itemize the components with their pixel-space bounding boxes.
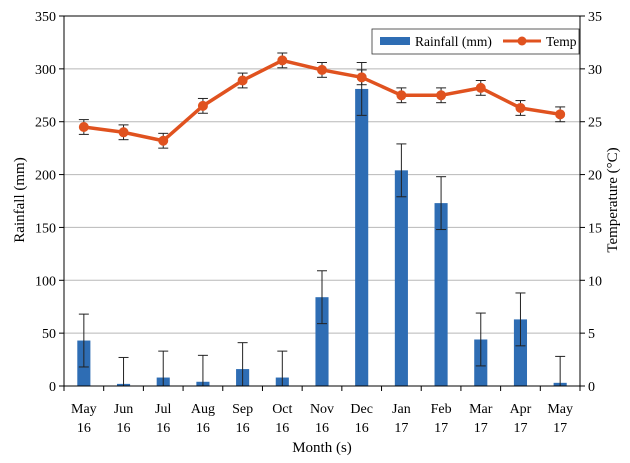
temperature-point — [158, 135, 169, 146]
x-tick-label-month: Jun — [114, 402, 133, 417]
x-tick-label-month: May — [71, 402, 97, 417]
x-tick-label-month: Apr — [510, 402, 532, 417]
y-right-tick-label: 20 — [588, 169, 602, 184]
x-tick-label-month: Jan — [392, 402, 411, 417]
y-left-tick-label: 50 — [42, 327, 56, 342]
legend-temp-label: Temp — [546, 34, 577, 49]
temperature-point — [475, 82, 486, 93]
y-right-tick-label: 0 — [588, 380, 595, 395]
rainfall-bar — [355, 88, 369, 386]
axes — [59, 15, 585, 391]
x-tick-label-year: 16 — [236, 421, 250, 436]
x-tick-label-year: 17 — [553, 421, 567, 436]
temperature-point — [78, 122, 89, 132]
y-left-tick-label: 150 — [35, 221, 56, 236]
x-tick-label-month: Sep — [232, 402, 253, 417]
x-tick-label-year: 17 — [474, 421, 488, 436]
y-left-tick-label: 350 — [35, 10, 56, 25]
x-tick-label-month: Jul — [155, 402, 171, 417]
rainfall-bars — [77, 62, 567, 386]
y-left-tick-label: 100 — [35, 274, 56, 289]
x-tick-label-month: Mar — [469, 402, 493, 417]
legend-temp-marker — [517, 36, 527, 46]
y-axis-right-title: Temperature (°C) — [605, 147, 621, 252]
legend-rainfall-label: Rainfall (mm) — [415, 34, 492, 49]
x-tick-label-year: 16 — [117, 421, 131, 436]
y-left-tick-label: 250 — [35, 116, 56, 131]
y-right-tick-label: 25 — [588, 116, 602, 131]
x-tick-label-year: 16 — [77, 421, 91, 436]
temperature-point — [197, 100, 208, 111]
temperature-line — [78, 52, 566, 149]
temperature-point — [118, 127, 129, 138]
rainfall-bar — [394, 170, 408, 386]
y-axis-left-title: Rainfall (mm) — [12, 157, 28, 242]
x-tick-label-month: Nov — [310, 402, 334, 417]
y-left-tick-label: 200 — [35, 169, 56, 184]
temperature-point — [396, 90, 407, 101]
rainfall-bar — [315, 297, 329, 386]
y-right-tick-label: 5 — [588, 327, 595, 342]
temperature-point — [277, 55, 288, 66]
rainfall-bar — [434, 203, 448, 386]
x-tick-label-year: 16 — [275, 421, 289, 436]
temperature-point — [356, 72, 367, 83]
x-tick-label-month: Dec — [350, 402, 373, 417]
legend: Rainfall (mm) Temp — [371, 28, 580, 55]
rainfall-bar — [513, 319, 528, 386]
y-left-tick-label: 0 — [49, 380, 56, 395]
temperature-point — [317, 64, 327, 75]
x-tick-label-month: Oct — [272, 402, 292, 417]
temperature-point — [436, 90, 447, 101]
x-tick-label-year: 17 — [513, 421, 527, 436]
x-tick-label-year: 16 — [156, 421, 170, 436]
tick-labels: 0 50 100 150 200 250 300 350 0 5 10 15 20 25 30 35 May 16… — [35, 10, 602, 436]
x-tick-label-year: 16 — [355, 421, 369, 436]
y-right-tick-label: 35 — [588, 10, 602, 25]
temperature-point — [555, 109, 566, 120]
x-tick-label-year: 17 — [394, 421, 408, 436]
temperature-point — [237, 75, 248, 86]
temperature-point — [515, 102, 526, 113]
x-tick-label-month: Feb — [431, 402, 452, 417]
y-left-tick-label: 300 — [35, 63, 56, 78]
x-tick-label-month: Aug — [191, 402, 215, 417]
x-tick-label-month: May — [547, 402, 573, 417]
legend-rainfall-swatch — [380, 37, 410, 45]
y-right-tick-label: 30 — [588, 63, 602, 78]
x-tick-label-year: 16 — [196, 421, 210, 436]
x-tick-label-year: 17 — [434, 421, 448, 436]
y-right-tick-label: 15 — [588, 221, 602, 236]
x-axis-title: Month (s) — [292, 440, 352, 456]
x-tick-label-year: 16 — [315, 421, 329, 436]
y-right-tick-label: 10 — [588, 274, 602, 289]
